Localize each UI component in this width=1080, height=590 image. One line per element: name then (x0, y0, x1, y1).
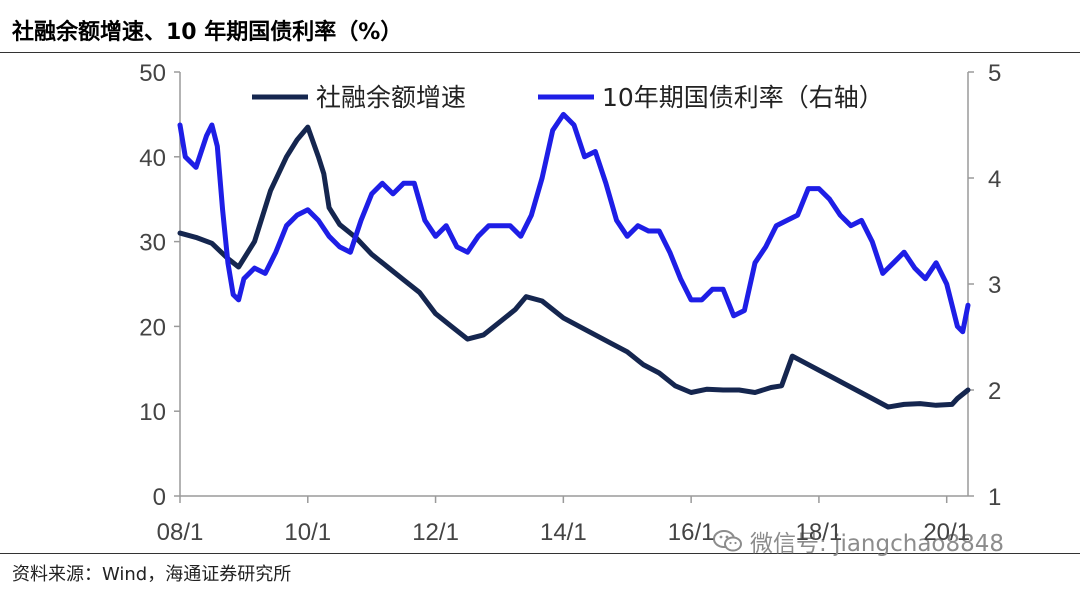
wechat-icon (713, 530, 742, 552)
chart-legend: 社融余额增速 10年期国债利率（右轴） (252, 83, 884, 112)
chart-title: 社融余额增速、10 年期国债利率（%） (12, 20, 403, 45)
right-tick-label: 2 (988, 378, 1001, 405)
series-line-1 (177, 124, 971, 410)
legend-label-2: 10年期国债利率（右轴） (602, 83, 884, 112)
right-tick-label: 4 (988, 166, 1001, 193)
chart-lines (177, 111, 971, 410)
left-tick-label: 0 (153, 484, 166, 511)
left-tick-label: 10 (139, 399, 166, 426)
x-tick-label: 08/1 (157, 519, 204, 546)
x-tick-label: 16/1 (668, 519, 715, 546)
x-tick-label: 14/1 (540, 519, 587, 546)
x-tick-label: 10/1 (284, 519, 331, 546)
chart-axes: 0 10 20 30 40 50 1 2 3 4 5 08/1 10/1 12/1 14/1 16/1 18/1… (139, 60, 1001, 546)
x-tick-label: 12/1 (412, 519, 459, 546)
left-tick-label: 50 (139, 60, 166, 87)
right-tick-label: 5 (988, 60, 1001, 87)
watermark: 微信号: jiangchao8848 (712, 524, 1004, 558)
left-tick-label: 40 (139, 145, 166, 172)
bottom-rule (0, 553, 1080, 554)
right-tick-label: 1 (988, 484, 1001, 511)
top-rule (0, 52, 1080, 53)
series-line-2 (177, 111, 971, 335)
x-tick-label: 18/1 (796, 519, 843, 546)
right-tick-label: 3 (988, 272, 1001, 299)
source-note: 资料来源：Wind，海通证券研究所 (12, 564, 292, 585)
x-tick-label: 20/1 (923, 519, 970, 546)
legend-label-1: 社融余额增速 (316, 83, 466, 112)
left-tick-label: 20 (139, 314, 166, 341)
watermark-text: 微信号: jiangchao8848 (750, 531, 1005, 557)
left-tick-label: 30 (139, 230, 166, 257)
